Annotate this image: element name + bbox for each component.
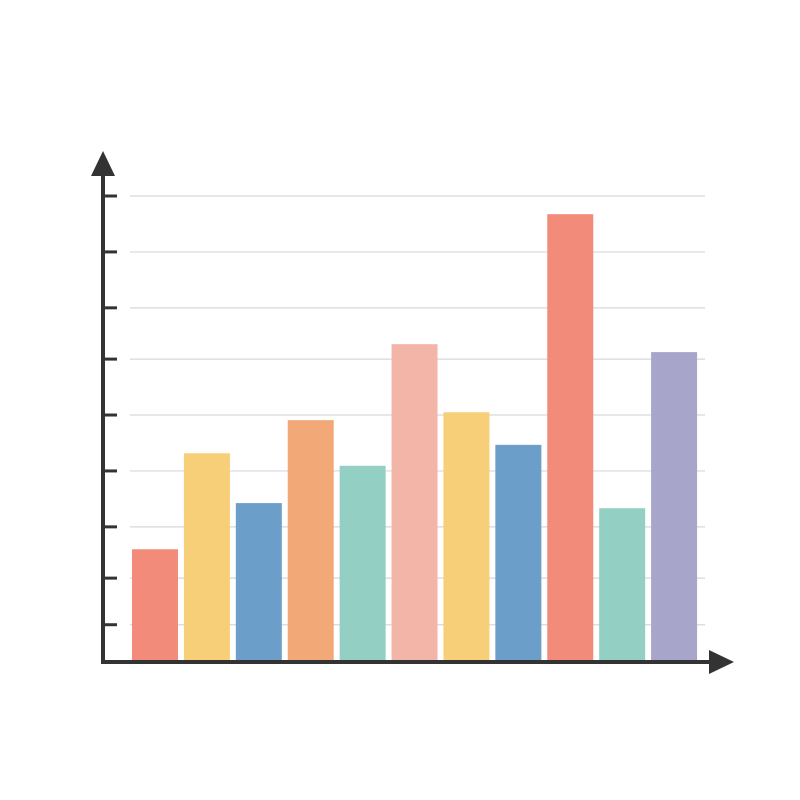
- x-axis-arrow: [709, 650, 734, 674]
- bar: [495, 444, 542, 660]
- bar: [339, 465, 386, 660]
- bar: [132, 549, 178, 660]
- bar: [443, 412, 490, 660]
- y-axis-arrow: [91, 151, 115, 176]
- bar: [599, 508, 646, 660]
- bar: [287, 420, 334, 660]
- bar: [547, 214, 594, 660]
- bar: [183, 453, 230, 660]
- bar: [651, 352, 698, 660]
- bar: [235, 503, 282, 660]
- bar: [391, 344, 438, 660]
